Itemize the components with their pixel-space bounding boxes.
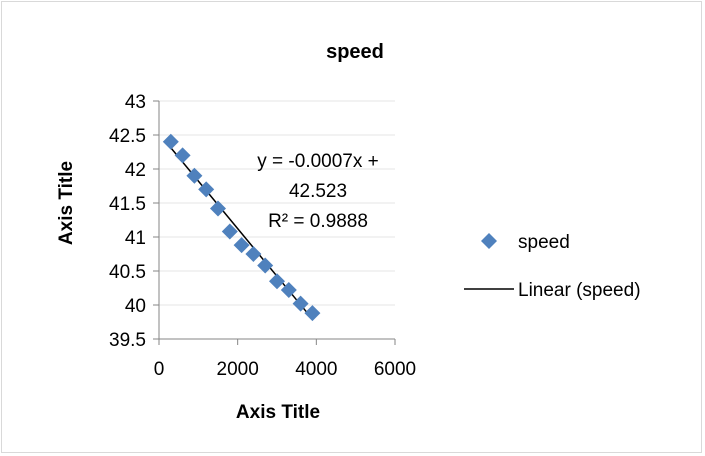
- data-point-0-4: [210, 200, 226, 217]
- x-tick-label-2: 4000: [295, 359, 337, 380]
- legend-label-speed: speed: [518, 232, 570, 253]
- data-point-0-2: [186, 167, 203, 184]
- y-tick-label-1: 40: [125, 296, 146, 317]
- legend-label-trendline: Linear (speed): [518, 280, 641, 301]
- axes: [153, 100, 396, 345]
- data-point-0-11: [292, 295, 309, 312]
- data-point-0-9: [269, 273, 285, 290]
- y-tick-label-5: 42: [125, 160, 146, 181]
- x-tick-label-0: 0: [154, 359, 165, 380]
- y-tick-label-7: 43: [125, 92, 146, 113]
- x-tick-label-1: 2000: [217, 359, 259, 380]
- chart-title: speed: [326, 41, 384, 63]
- data-point-0-1: [174, 147, 191, 164]
- data-point-0-8: [257, 257, 274, 274]
- data-point-0-3: [198, 181, 215, 198]
- trendline-r-squared: R² = 0.9888: [268, 211, 368, 232]
- legend-marker-speed: [481, 233, 497, 249]
- y-tick-labels: 39.5 40 40.5 41 41.5 42 42.5 43: [109, 92, 146, 351]
- data-point-0-12: [304, 305, 321, 322]
- y-tick-label-4: 41.5: [109, 194, 146, 215]
- gridlines: [159, 100, 395, 306]
- trendline-equation-line1: y = -0.0007x +: [257, 151, 378, 172]
- data-point-0-10: [280, 282, 297, 299]
- x-tick-label-3: 6000: [374, 359, 416, 380]
- y-axis-title: Axis Title: [56, 161, 77, 245]
- data-point-0-7: [245, 246, 262, 262]
- data-points: [162, 133, 321, 322]
- y-tick-label-2: 40.5: [109, 262, 146, 283]
- y-tick-label-0: 39.5: [109, 330, 146, 351]
- x-axis-title: Axis Title: [236, 402, 320, 423]
- x-tick-labels: 0 2000 4000 6000: [154, 359, 416, 380]
- y-tick-label-3: 41: [125, 228, 146, 249]
- data-point-0-6: [233, 237, 250, 254]
- data-point-0-0: [162, 133, 179, 150]
- data-point-0-5: [221, 223, 238, 240]
- trendline-equation-line2: 42.523: [289, 181, 347, 202]
- y-tick-label-6: 42.5: [109, 126, 146, 147]
- legend: speed Linear (speed): [464, 232, 641, 301]
